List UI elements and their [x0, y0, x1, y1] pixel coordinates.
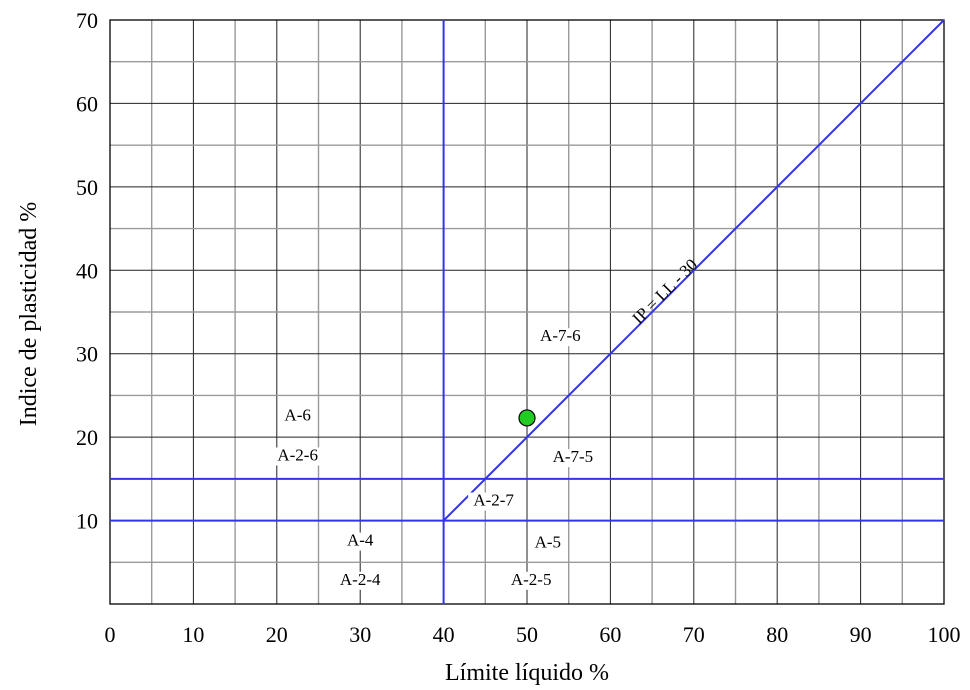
y-tick-label: 30 — [76, 342, 98, 367]
y-tick-labels: 10 20 30 40 50 60 70 — [76, 8, 98, 534]
zone-label: A-6 — [284, 405, 310, 424]
y-tick-label: 10 — [76, 509, 98, 534]
zone-labels: A-7-6 A-6 A-2-6 A-7-5 A-2-7 A-4 A-5 A-2-4 A-2-5 — [272, 326, 599, 590]
x-tick-label: 70 — [683, 622, 705, 647]
x-tick-label: 10 — [182, 622, 204, 647]
zone-label-bg — [468, 492, 520, 511]
y-tick-label: 60 — [76, 91, 98, 116]
y-axis-title: Indice de plasticidad % — [16, 202, 42, 427]
x-tick-label: 0 — [105, 622, 116, 647]
ip-ll-line-label: IP = LL - 30 — [629, 255, 702, 328]
classification-boundaries — [110, 19, 945, 604]
zone-label: A-2-6 — [277, 446, 318, 465]
y-tick-label: 40 — [76, 258, 98, 283]
zone-label-bg — [505, 571, 557, 590]
zone-label-bg — [534, 328, 586, 347]
zone-label: A-7-6 — [540, 326, 581, 345]
zone-label: A-7-5 — [553, 447, 594, 466]
zone-label-bg — [547, 449, 599, 468]
x-tick-label: 40 — [433, 622, 455, 647]
x-tick-labels: 0 10 20 30 40 50 60 70 80 90 100 — [105, 622, 961, 647]
zone-label-bg — [281, 407, 315, 426]
x-tick-label: 20 — [266, 622, 288, 647]
plot-frame — [109, 19, 945, 605]
grid-lines — [109, 19, 945, 605]
x-tick-label: 80 — [766, 622, 788, 647]
zone-label-bg — [334, 571, 386, 590]
zone-label: A-2-7 — [473, 491, 514, 510]
boundary-line — [442, 19, 945, 522]
y-tick-label: 20 — [76, 425, 98, 450]
zone-label: A-2-5 — [511, 570, 552, 589]
data-point — [518, 409, 536, 427]
x-axis-title: Límite líquido % — [445, 660, 609, 686]
zone-label: A-2-4 — [340, 570, 381, 589]
x-tick-label: 90 — [850, 622, 872, 647]
x-tick-label: 50 — [516, 622, 538, 647]
y-tick-label: 70 — [76, 8, 98, 33]
y-tick-label: 50 — [76, 175, 98, 200]
zone-label: A-4 — [347, 531, 374, 550]
x-tick-label: 100 — [928, 622, 961, 647]
zone-label: A-5 — [535, 532, 561, 551]
zone-label-bg — [272, 447, 324, 466]
zone-label-bg — [531, 534, 565, 553]
x-tick-label: 30 — [349, 622, 371, 647]
zone-label-bg — [343, 532, 377, 551]
x-tick-label: 60 — [599, 622, 621, 647]
data-points — [518, 409, 536, 427]
